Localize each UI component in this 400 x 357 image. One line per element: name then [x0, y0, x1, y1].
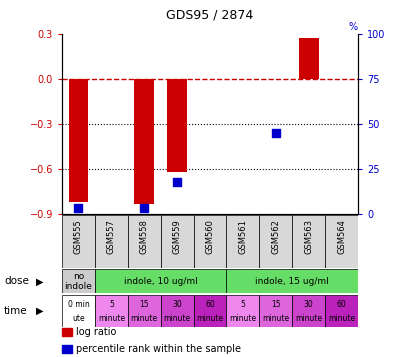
Bar [95, 215, 128, 268]
Bar [62, 295, 95, 327]
Text: GSM559: GSM559 [173, 219, 182, 254]
Text: minute: minute [164, 314, 191, 323]
Text: 30: 30 [172, 300, 182, 309]
Bar [128, 215, 161, 268]
Bar [259, 295, 292, 327]
Text: log ratio: log ratio [76, 327, 116, 337]
Text: minute: minute [196, 314, 224, 323]
Text: GSM555: GSM555 [74, 219, 83, 254]
Text: 15: 15 [271, 300, 280, 309]
Bar [226, 295, 259, 327]
Bar [194, 295, 226, 327]
Text: percentile rank within the sample: percentile rank within the sample [76, 344, 241, 355]
Bar [226, 269, 358, 293]
Text: GSM557: GSM557 [107, 219, 116, 254]
Bar [62, 328, 72, 336]
Bar [62, 269, 95, 293]
Text: 5: 5 [240, 300, 245, 309]
Bar [134, 79, 154, 204]
Bar [62, 346, 72, 353]
Bar [95, 295, 128, 327]
Text: indole, 15 ug/ml: indole, 15 ug/ml [255, 277, 329, 286]
Bar [167, 79, 187, 172]
Text: GSM558: GSM558 [140, 219, 149, 254]
Bar [161, 295, 194, 327]
Text: minute: minute [131, 314, 158, 323]
Text: ▶: ▶ [36, 306, 44, 316]
Text: indole, 10 ug/ml: indole, 10 ug/ml [124, 277, 198, 286]
Text: minute: minute [328, 314, 355, 323]
Bar [299, 39, 318, 79]
Bar [161, 215, 194, 268]
Bar [292, 215, 325, 268]
Bar [68, 79, 88, 202]
Text: 60: 60 [337, 300, 346, 309]
Text: ute: ute [72, 314, 85, 323]
Bar [292, 295, 325, 327]
Point [75, 205, 82, 211]
Point [272, 130, 279, 136]
Bar [259, 215, 292, 268]
Bar [325, 215, 358, 268]
Bar [325, 295, 358, 327]
Text: GSM560: GSM560 [206, 219, 214, 254]
Point [141, 205, 148, 211]
Text: 15: 15 [140, 300, 149, 309]
Text: 0 min: 0 min [68, 300, 89, 309]
Text: minute: minute [98, 314, 125, 323]
Text: 30: 30 [304, 300, 314, 309]
Text: ▶: ▶ [36, 276, 44, 286]
Text: time: time [4, 306, 28, 316]
Bar [62, 215, 95, 268]
Text: GSM563: GSM563 [304, 219, 313, 254]
Bar [128, 295, 161, 327]
Text: minute: minute [295, 314, 322, 323]
Point [174, 179, 180, 185]
Text: minute: minute [262, 314, 289, 323]
Text: minute: minute [229, 314, 256, 323]
Text: GSM561: GSM561 [238, 219, 247, 254]
Text: GDS95 / 2874: GDS95 / 2874 [166, 9, 254, 22]
Bar [194, 215, 226, 268]
Bar [95, 269, 226, 293]
Text: no
indole: no indole [64, 272, 92, 291]
Text: %: % [349, 22, 358, 32]
Text: 5: 5 [109, 300, 114, 309]
Text: dose: dose [4, 276, 29, 286]
Text: 60: 60 [205, 300, 215, 309]
Bar [226, 215, 259, 268]
Text: GSM564: GSM564 [337, 219, 346, 254]
Text: GSM562: GSM562 [271, 219, 280, 254]
